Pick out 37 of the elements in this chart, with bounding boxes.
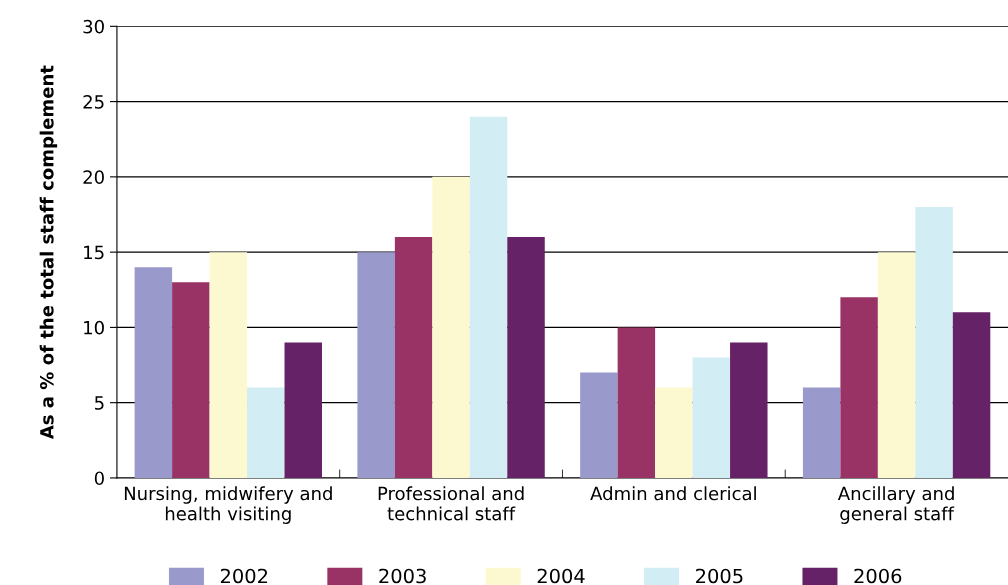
x-tick-label: Ancillary and general staff: [837, 486, 955, 524]
bar: [730, 342, 768, 478]
y-tick-label: 0: [94, 471, 104, 486]
legend-label: 2004: [537, 568, 585, 584]
bar: [469, 116, 508, 478]
legend-label: 2002: [220, 568, 268, 584]
bar: [134, 267, 173, 478]
bar: [172, 282, 210, 478]
bar: [617, 327, 656, 478]
bar: [432, 176, 470, 478]
bar: [692, 357, 731, 478]
y-tick-label: 5: [95, 396, 104, 410]
y-axis-title: As a % of the total staff complement: [39, 65, 58, 440]
bar: [655, 387, 693, 478]
y-tick-label: 10: [84, 320, 104, 335]
bar: [507, 237, 545, 478]
bar: [877, 252, 916, 478]
bar: [915, 206, 953, 478]
bar: [952, 312, 991, 478]
bar: [357, 252, 395, 478]
bar: [802, 387, 841, 478]
bar: [580, 372, 618, 478]
x-tick-label: Professional and technical staff: [378, 486, 524, 521]
y-tick-label: 15: [84, 245, 104, 260]
bar: [247, 387, 285, 478]
bar: [284, 342, 322, 478]
y-tick-label: 20: [83, 170, 104, 184]
bar: [209, 252, 248, 478]
legend-label: 2003: [379, 568, 426, 584]
x-tick-label: Admin and clerical: [590, 486, 756, 501]
x-tick-label: Nursing, midwifery and health visiting: [124, 486, 332, 524]
legend-label: 2006: [854, 568, 902, 584]
y-tick-label: 30: [83, 19, 104, 34]
legend-label: 2005: [696, 568, 743, 584]
y-tick-label: 25: [83, 95, 104, 109]
bar: [840, 297, 878, 478]
bar: [394, 237, 433, 478]
